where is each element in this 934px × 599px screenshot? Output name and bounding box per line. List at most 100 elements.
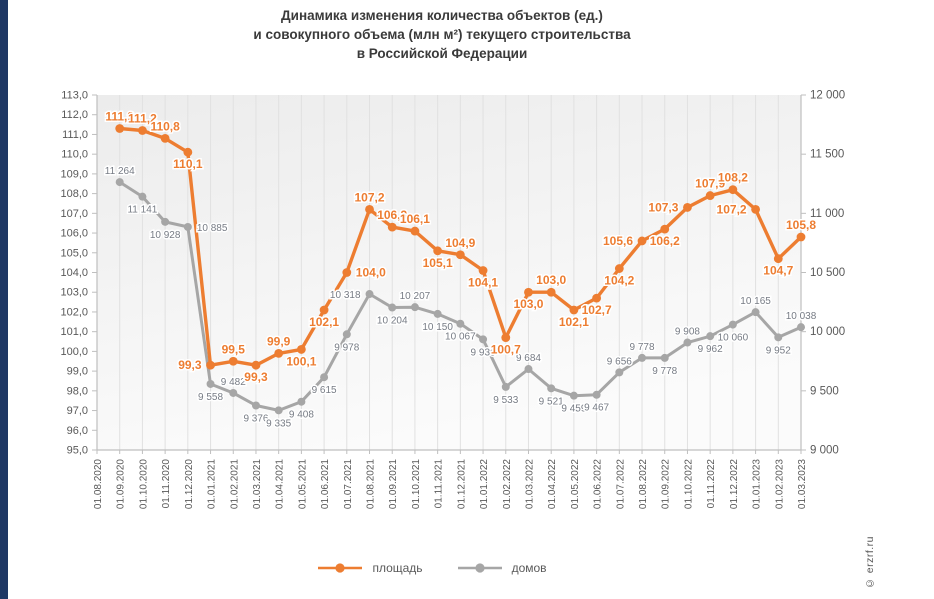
right-axis-tick-label: 9 000 xyxy=(810,445,839,457)
chart-title: Динамика изменения количества объектов (… xyxy=(60,6,824,63)
data-label-домов: 9 684 xyxy=(516,353,541,364)
data-point-домов xyxy=(183,222,192,231)
plot-area xyxy=(97,95,801,450)
x-axis-label: 01.06.2021 xyxy=(320,459,331,509)
data-label-домов: 9 978 xyxy=(334,342,359,353)
data-point-домов xyxy=(615,368,624,377)
data-label-площадь: 102,7 xyxy=(582,303,612,317)
left-axis-tick-label: 113,0 xyxy=(61,90,88,102)
data-label-домов: 9 482 xyxy=(221,377,246,388)
data-point-площадь xyxy=(387,222,397,232)
x-axis-label: 01.11.2022 xyxy=(706,459,717,509)
left-axis-tick-label: 111,0 xyxy=(62,129,88,141)
left-axis-tick-label: 103,0 xyxy=(60,287,88,299)
data-label-площадь: 106,3 xyxy=(377,208,407,222)
x-axis-label: 01.02.2023 xyxy=(774,459,785,509)
data-label-домов: 10 067 xyxy=(445,332,476,343)
data-point-домов xyxy=(592,390,601,399)
legend-marker-area-icon xyxy=(318,563,363,573)
data-label-домов: 10 318 xyxy=(330,290,361,301)
data-label-площадь: 108,2 xyxy=(718,171,748,185)
right-axis-tick-label: 12 000 xyxy=(810,90,845,102)
right-axis-tick-label: 11 500 xyxy=(810,149,844,161)
data-label-площадь: 110,8 xyxy=(150,119,180,133)
chart-title-line-3: в Российской Федерации xyxy=(356,46,528,61)
x-axis-label: 01.09.2021 xyxy=(388,459,399,509)
x-axis-label: 01.11.2020 xyxy=(161,459,172,509)
data-point-площадь xyxy=(478,266,488,275)
data-point-площадь xyxy=(796,232,806,242)
x-axis-label: 01.07.2022 xyxy=(615,459,626,509)
data-point-площадь xyxy=(524,287,533,297)
data-point-домов xyxy=(728,320,737,329)
x-axis-label: 01.04.2021 xyxy=(275,459,286,509)
data-label-домов: 11 264 xyxy=(105,166,135,177)
x-axis-label: 01.04.2022 xyxy=(547,459,558,509)
data-label-площадь: 104,1 xyxy=(468,276,498,290)
data-point-площадь xyxy=(660,224,670,234)
left-axis-tick-label: 98,0 xyxy=(67,385,88,397)
data-point-площадь xyxy=(773,254,783,264)
left-axis-tick-label: 112,0 xyxy=(61,109,88,121)
page-edge-bar xyxy=(0,0,8,599)
data-point-домов xyxy=(229,388,238,397)
data-point-домов xyxy=(251,401,260,410)
x-axis-label: 01.03.2023 xyxy=(797,459,808,509)
data-point-домов xyxy=(388,303,397,312)
data-point-площадь xyxy=(546,287,556,297)
left-axis-tick-label: 107,0 xyxy=(60,208,88,220)
data-label-площадь: 107,2 xyxy=(355,190,385,204)
x-axis-label: 01.09.2020 xyxy=(116,459,127,509)
data-point-домов xyxy=(569,391,578,400)
data-point-домов xyxy=(547,384,556,393)
left-axis-tick-label: 105,0 xyxy=(60,247,88,259)
legend-item-area: площадь xyxy=(317,561,423,575)
data-point-площадь xyxy=(251,360,261,370)
data-point-домов xyxy=(751,308,760,317)
data-label-домов: 10 038 xyxy=(786,311,817,322)
data-point-площадь xyxy=(274,348,284,358)
data-label-площадь: 106,2 xyxy=(650,234,680,248)
data-point-площадь xyxy=(433,246,443,256)
data-label-домов: 10 207 xyxy=(400,291,431,302)
data-point-домов xyxy=(638,353,647,362)
data-point-домов xyxy=(501,382,510,391)
x-axis-label: 01.11.2021 xyxy=(434,459,445,509)
data-label-площадь: 105,6 xyxy=(603,234,633,248)
data-point-площадь xyxy=(115,124,125,133)
data-point-домов xyxy=(433,309,442,318)
data-label-домов: 9 962 xyxy=(698,344,723,355)
x-axis-label: 01.01.2022 xyxy=(479,459,490,509)
data-label-площадь: 104,2 xyxy=(604,274,634,288)
data-label-домов: 10 060 xyxy=(718,333,749,344)
data-point-площадь xyxy=(296,345,306,354)
data-label-площадь: 103,0 xyxy=(513,297,543,311)
data-point-домов xyxy=(115,178,124,187)
data-label-домов: 9 408 xyxy=(289,410,314,421)
left-axis-tick-label: 100,0 xyxy=(60,346,88,358)
x-axis-label: 01.12.2020 xyxy=(184,459,195,509)
data-point-площадь xyxy=(183,147,193,157)
data-label-площадь: 99,3 xyxy=(244,370,268,384)
data-label-площадь: 105,1 xyxy=(423,256,453,270)
left-axis-tick-label: 101,0 xyxy=(60,326,88,338)
left-axis-tick-label: 99,0 xyxy=(67,366,88,378)
x-axis-label: 01.12.2021 xyxy=(456,459,467,509)
data-point-площадь xyxy=(569,305,579,315)
data-label-домов: 10 150 xyxy=(422,322,453,333)
x-axis-label: 01.06.2022 xyxy=(593,459,604,509)
data-label-домов: 9 459 xyxy=(561,404,586,415)
data-point-площадь xyxy=(410,226,420,236)
data-point-площадь xyxy=(319,305,329,315)
x-axis-label: 01.01.2021 xyxy=(207,459,218,509)
data-label-площадь: 103,0 xyxy=(536,273,566,287)
data-point-домов xyxy=(342,330,351,339)
chart-title-line-1: Динамика изменения количества объектов (… xyxy=(281,8,603,23)
right-axis-tick-label: 11 000 xyxy=(810,208,844,220)
right-axis-tick-label: 10 000 xyxy=(810,326,845,338)
data-label-домов: 9 935 xyxy=(471,347,496,358)
data-label-домов: 11 141 xyxy=(127,205,157,216)
data-point-площадь xyxy=(228,356,238,366)
data-label-домов: 9 335 xyxy=(266,418,291,429)
data-point-площадь xyxy=(705,191,715,200)
